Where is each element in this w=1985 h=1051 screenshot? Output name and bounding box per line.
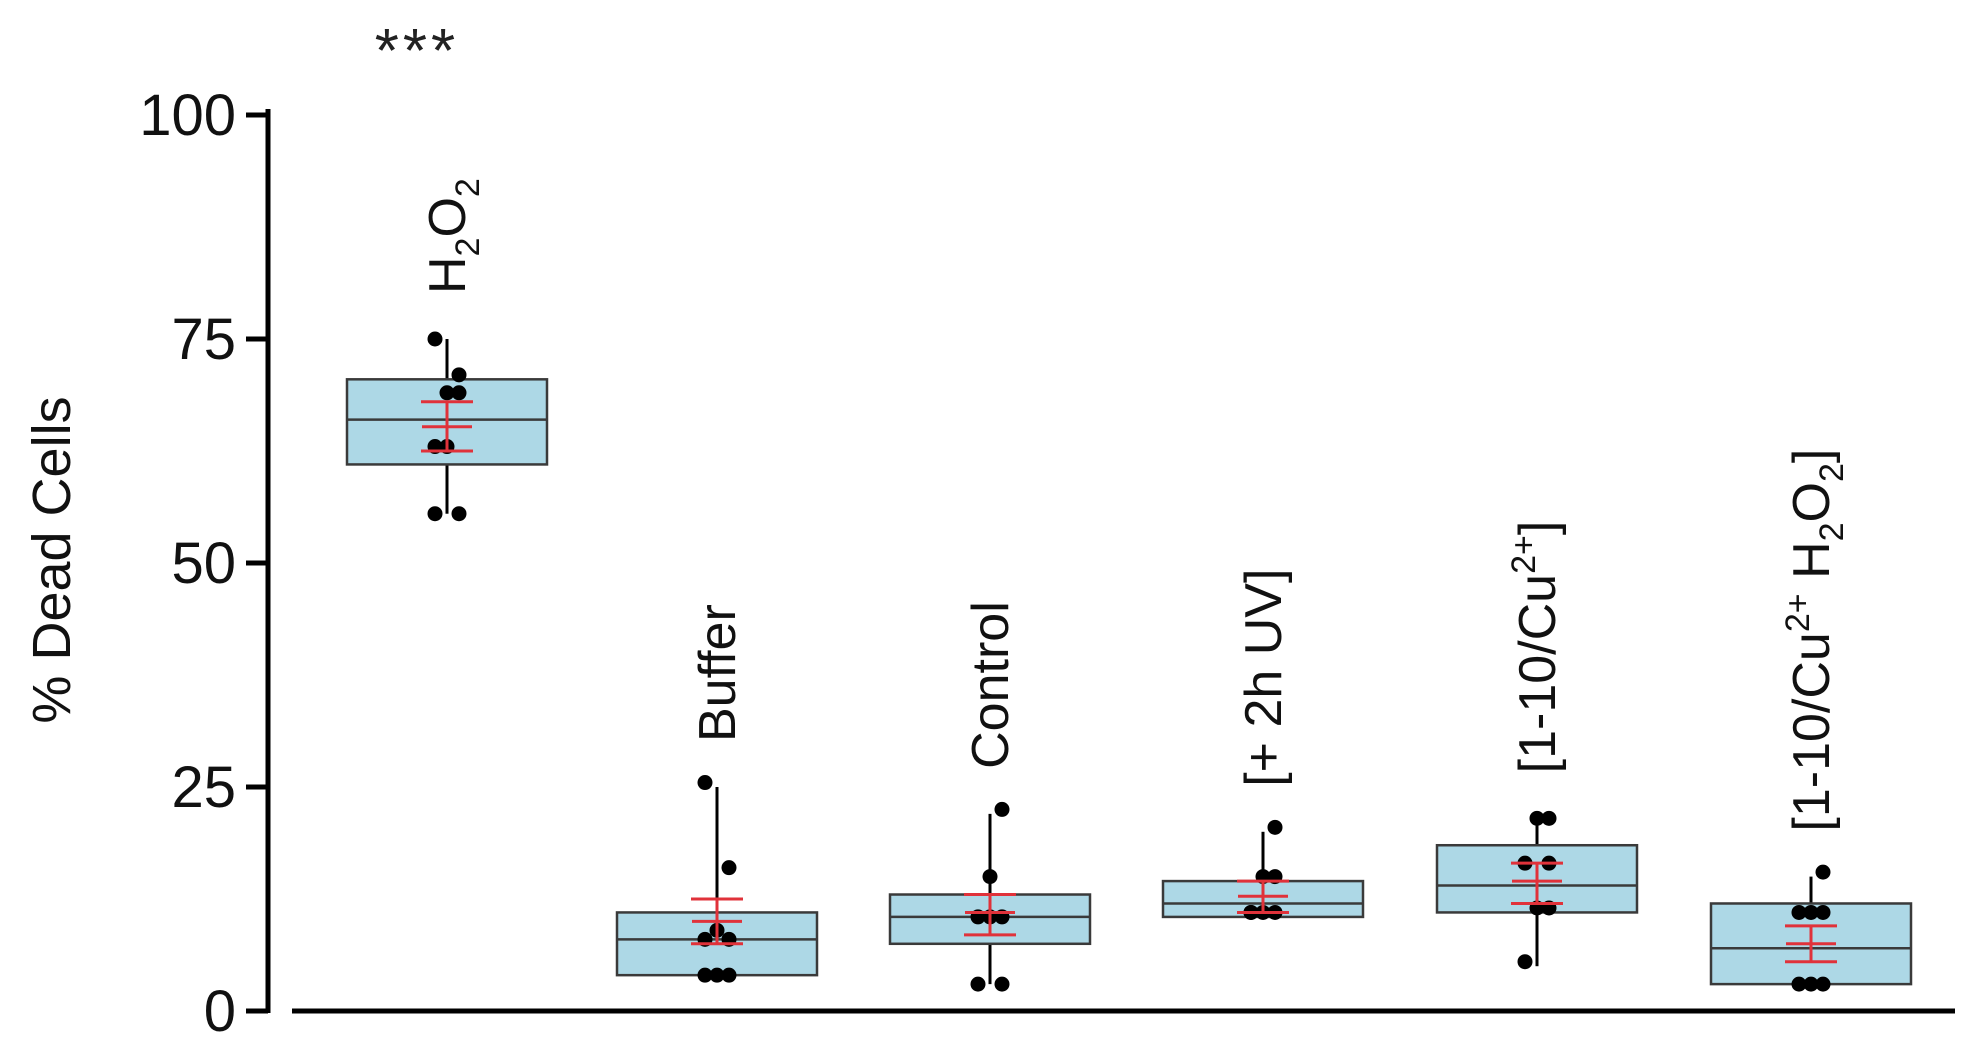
y-tick-label-50: 50 bbox=[171, 531, 236, 596]
category-label: [+ 2h UV] bbox=[1235, 569, 1293, 787]
y-axis-label: % Dead Cells bbox=[22, 396, 82, 723]
data-point bbox=[451, 506, 467, 522]
data-point bbox=[1267, 819, 1283, 835]
box-group-3: [+ 2h UV] bbox=[1161, 569, 1365, 920]
category-label: [1-10/Cu2+​ H2​O2​] bbox=[1779, 449, 1851, 832]
data-point bbox=[697, 967, 713, 983]
data-point bbox=[1529, 810, 1545, 826]
data-point bbox=[451, 367, 467, 383]
data-point bbox=[439, 385, 455, 401]
y-axis: 0 25 50 75 100 bbox=[139, 83, 271, 1044]
data-point bbox=[721, 967, 737, 983]
data-point bbox=[994, 801, 1010, 817]
data-point bbox=[427, 331, 443, 347]
data-point bbox=[721, 860, 737, 876]
data-point bbox=[1517, 954, 1533, 970]
category-label: H2​O2​ bbox=[419, 178, 487, 294]
data-point bbox=[709, 967, 725, 983]
data-point bbox=[427, 506, 443, 522]
data-point bbox=[994, 976, 1010, 992]
data-point bbox=[1815, 904, 1831, 920]
box-group-4: [1-10/Cu2+​] bbox=[1435, 521, 1639, 970]
data-point bbox=[1791, 904, 1807, 920]
y-tick-label-75: 75 bbox=[171, 307, 236, 372]
y-tick-label-25: 25 bbox=[171, 755, 236, 820]
plot-area: H2​O2​ *** Buffer Control [+ 2h UV] [1-10/Cu2… bbox=[345, 17, 1913, 992]
category-label: [1-10/Cu2+​] bbox=[1505, 521, 1567, 774]
data-point bbox=[697, 775, 713, 791]
category-label: Control bbox=[962, 601, 1020, 769]
data-point bbox=[982, 869, 998, 885]
data-point bbox=[1791, 976, 1807, 992]
data-point bbox=[1541, 810, 1557, 826]
box-group-1: Buffer bbox=[615, 604, 819, 983]
box-group-0: H2​O2​ *** bbox=[345, 17, 549, 522]
significance-marker: *** bbox=[375, 17, 459, 86]
y-tick-label-0: 0 bbox=[204, 979, 236, 1044]
box-group-5: [1-10/Cu2+​ H2​O2​] bbox=[1709, 449, 1913, 992]
data-point bbox=[1815, 976, 1831, 992]
y-tick-label-100: 100 bbox=[139, 83, 236, 148]
data-point bbox=[451, 385, 467, 401]
data-point bbox=[970, 976, 986, 992]
box-group-2: Control bbox=[888, 601, 1092, 992]
data-point bbox=[1815, 864, 1831, 880]
data-point bbox=[1803, 976, 1819, 992]
category-label: Buffer bbox=[689, 604, 747, 742]
data-point bbox=[1803, 904, 1819, 920]
